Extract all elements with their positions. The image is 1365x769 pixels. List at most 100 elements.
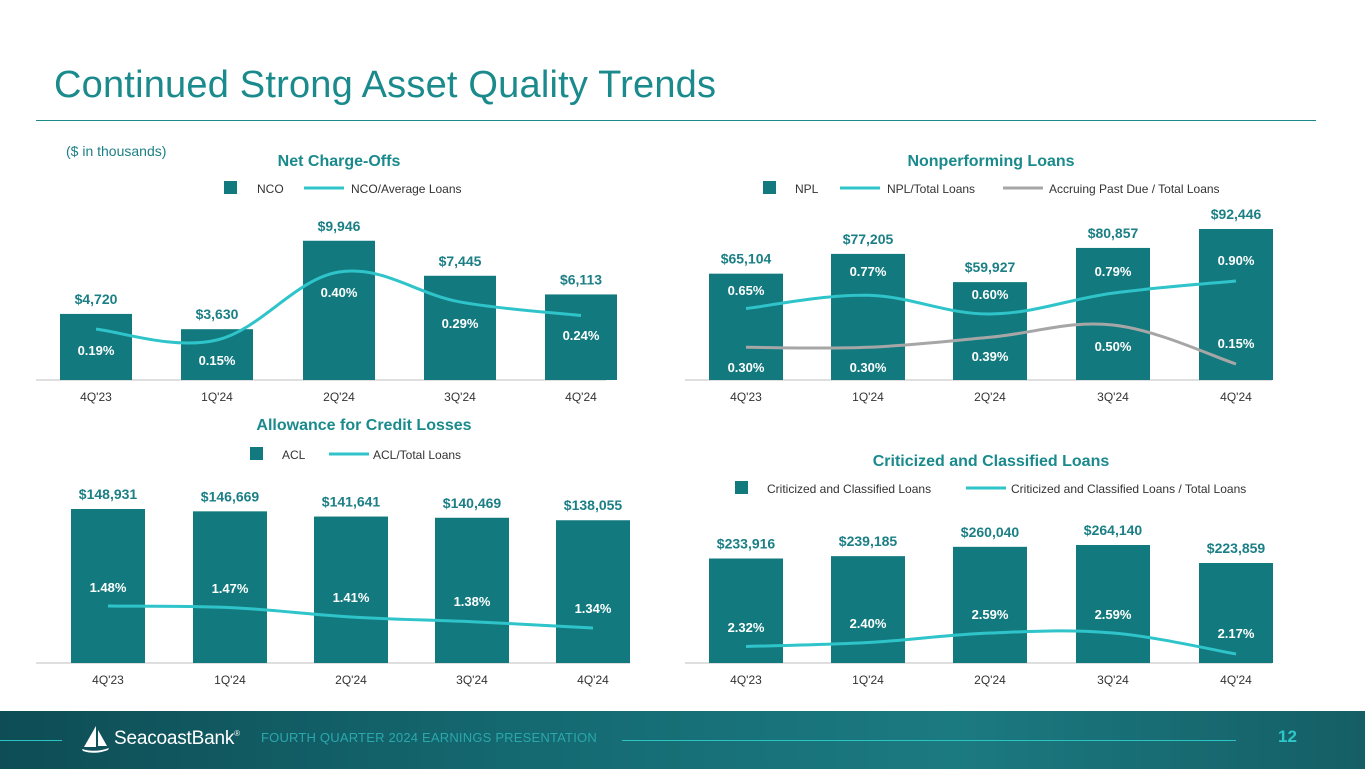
npl-line2-data-label: 0.50% [1095,339,1132,354]
acl-legend-label: ACL/Total Loans [373,448,461,462]
npl-line-data-label: 0.77% [850,264,887,279]
footer-rule-left [0,740,62,741]
cc-bar [953,546,1027,663]
acl-bar-value-label: $140,469 [443,495,502,511]
nco-line-data-label: 0.29% [442,316,479,331]
npl-bar-value-label: $80,857 [1088,225,1139,241]
acl-category-tick: 4Q'24 [577,673,609,687]
acl-line-data-label: 1.38% [454,594,491,609]
seacoast-logo[interactable]: SeacoastBank ® [80,723,240,755]
npl-bar-value-label: $65,104 [721,251,772,267]
nco-category-tick: 4Q'23 [80,390,112,404]
cc-bar-value-label: $233,916 [717,536,776,552]
npl-series-line [745,279,1237,316]
npl-line-data-label: 0.65% [728,283,765,298]
cc-chart-title: Criticized and Classified Loans [873,453,1110,470]
cc-bar [831,556,905,663]
acl-line-data-label: 1.41% [333,590,370,605]
nco-bar [545,294,617,380]
footer-bar: SeacoastBank ® FOURTH QUARTER 2024 EARNI… [0,711,1365,769]
npl-line2-data-label: 0.39% [972,349,1009,364]
nco-category-tick: 3Q'24 [444,390,476,404]
nco-series-line [95,269,582,345]
footer-rule-right [622,740,1236,741]
npl-line2-data-label: 0.30% [728,360,765,375]
cc-bar-value-label: $239,185 [839,533,898,549]
cc-category-tick: 3Q'24 [1097,673,1129,687]
nco-line-data-label: 0.19% [78,343,115,358]
nco-legend-label: NCO [257,182,284,196]
npl-bar [831,253,905,380]
npl-bar-value-label: $92,446 [1211,206,1262,222]
acl-bar [435,517,509,663]
nco-bar [60,313,132,380]
cc-category-tick: 1Q'24 [852,673,884,687]
footer-presentation-title: FOURTH QUARTER 2024 EARNINGS PRESENTATIO… [261,730,597,745]
npl-legend-label: Accruing Past Due / Total Loans [1049,182,1220,196]
npl-category-tick: 1Q'24 [852,390,884,404]
cc-line-data-label: 2.17% [1218,626,1255,641]
acl-bar [193,511,267,663]
cc-category-tick: 4Q'23 [730,673,762,687]
nco-category-tick: 1Q'24 [201,390,233,404]
charts-canvas: Net Charge-Offs NCO NCO/Average Loans $4,72… [36,153,1273,687]
npl-line2-data-label: 0.15% [1218,336,1255,351]
acl-bar-value-label: $138,055 [564,497,623,513]
npl-category-tick: 4Q'23 [730,390,762,404]
npl-bar [1199,229,1273,380]
acl-chart-title: Allowance for Credit Losses [256,417,471,434]
acl-category-tick: 4Q'23 [92,673,124,687]
nco-line-data-label: 0.15% [199,353,236,368]
cc-bar [709,558,783,663]
cc-category-tick: 2Q'24 [974,673,1006,687]
units-note: ($ in thousands) [66,143,167,159]
npl-legend-label: NPL [795,182,819,196]
npl-category-tick: 3Q'24 [1097,390,1129,404]
nco-category-tick: 4Q'24 [565,390,597,404]
nco-bar [303,240,375,380]
npl-legend-label: NPL/Total Loans [887,182,975,196]
npl-bar-value-label: $77,205 [843,231,894,247]
acl-bar [556,520,630,663]
npl-bar [709,273,783,380]
npl-category-tick: 2Q'24 [974,390,1006,404]
acl-line-data-label: 1.34% [575,601,612,616]
npl-category-tick: 4Q'24 [1220,390,1252,404]
npl-legend-swatch-bar [763,181,776,194]
cc-series-line [745,629,1237,656]
npl-bar-value-label: $59,927 [965,259,1016,275]
acl-legend-swatch-bar [250,447,263,460]
nco-bar-value-label: $7,445 [439,253,482,269]
cc-bar-value-label: $264,140 [1084,522,1143,538]
cc-line-data-label: 2.59% [1095,607,1132,622]
npl-line2-data-label: 0.30% [850,360,887,375]
cc-line-data-label: 2.32% [728,620,765,635]
nco-line-data-label: 0.24% [563,328,600,343]
nco-bar-value-label: $6,113 [560,271,602,287]
nco-bar-value-label: $9,946 [318,218,361,234]
cc-legend-swatch-bar [735,481,748,494]
acl-category-tick: 3Q'24 [456,673,488,687]
acl-line-data-label: 1.48% [90,580,127,595]
acl-series-line [107,604,594,630]
acl-bar-value-label: $148,931 [79,486,138,502]
nco-bar [181,329,253,380]
acl-category-tick: 1Q'24 [214,673,246,687]
acl-category-tick: 2Q'24 [335,673,367,687]
cc-category-tick: 4Q'24 [1220,673,1252,687]
nco-line-data-label: 0.40% [321,285,358,300]
nco-bar-value-label: $4,720 [75,291,118,307]
logo-registered-mark: ® [234,729,241,738]
npl-bar [953,282,1027,380]
nco-bar [424,275,496,380]
npl-chart-title: Nonperforming Loans [907,153,1074,170]
acl-bar-value-label: $146,669 [201,488,260,504]
cc-legend-label: Criticized and Classified Loans [767,482,931,496]
title-divider [36,120,1316,121]
page-number: 12 [1278,727,1297,746]
acl-bar [71,509,145,663]
cc-bar-value-label: $260,040 [961,524,1020,540]
cc-bar [1076,545,1150,663]
sailboat-logo-icon [82,726,109,753]
nco-category-tick: 2Q'24 [323,390,355,404]
